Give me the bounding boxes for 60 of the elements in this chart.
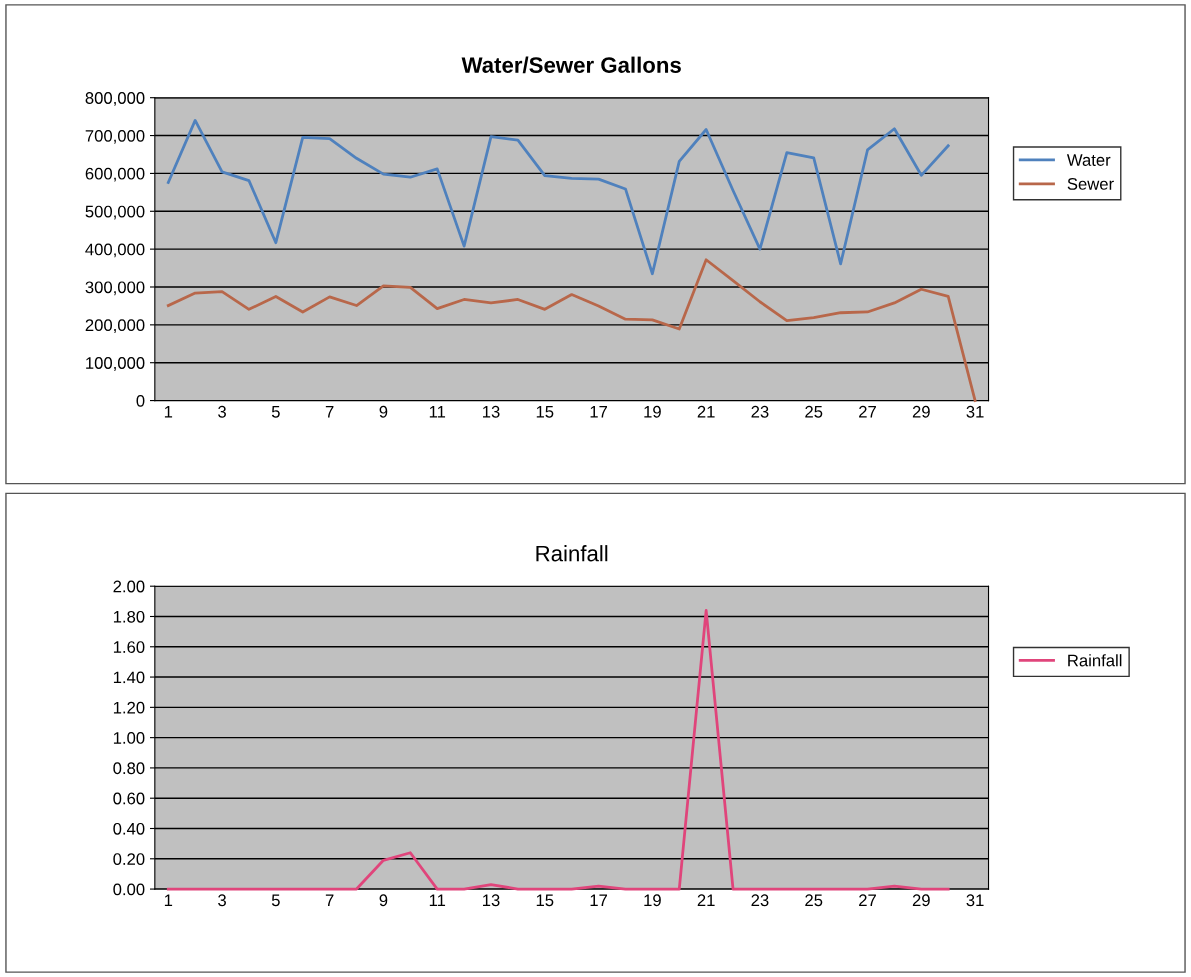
x-tick-label: 3 (218, 894, 226, 907)
y-tick-label: 0.20 (113, 853, 145, 865)
y-tick-label: 0.80 (113, 762, 145, 775)
x-tick-label: 29 (912, 405, 930, 418)
x-tick-label: 11 (429, 406, 446, 418)
legend-label: Sewer (1067, 178, 1114, 190)
x-tick-label: 27 (859, 405, 876, 418)
x-tick-label: 17 (590, 894, 608, 907)
x-tick-label: 27 (859, 894, 876, 907)
x-tick-label: 13 (483, 405, 500, 418)
y-tick-label: 1.60 (113, 641, 145, 653)
y-tick-label: 200,000 (85, 319, 145, 334)
x-tick-label: 3 (218, 405, 226, 418)
y-tick-label: 300,000 (85, 281, 145, 296)
x-tick-label: 9 (379, 894, 388, 907)
x-tick-label: 1 (164, 894, 173, 907)
x-tick-label: 7 (325, 894, 334, 907)
y-tick-label: 700,000 (85, 129, 145, 144)
x-tick-label: 25 (805, 405, 823, 418)
x-tick-label: 31 (966, 894, 984, 907)
chart-title: Water/Sewer Gallons (461, 56, 681, 74)
x-tick-label: 5 (271, 894, 280, 907)
line-series (166, 258, 977, 402)
y-tick-label: 1.00 (113, 732, 145, 744)
y-tick-label: 400,000 (85, 243, 145, 258)
y-tick-label: 1.80 (113, 610, 145, 623)
x-tick-label: 15 (536, 406, 554, 418)
y-tick-label: 0.00 (113, 883, 145, 896)
x-tick-label: 13 (483, 894, 500, 907)
y-tick-label: 1.40 (113, 671, 145, 684)
y-tick-label: 0.40 (113, 822, 145, 835)
x-tick-label: 1 (164, 406, 173, 418)
chart-title: Rainfall (536, 545, 608, 562)
x-tick-label: 21 (697, 894, 715, 907)
y-tick-label: 800,000 (85, 92, 145, 106)
x-tick-label: 25 (805, 894, 823, 907)
x-tick-label: 23 (751, 405, 769, 418)
legend-label: Rainfall (1068, 654, 1122, 667)
x-tick-label: 23 (751, 894, 769, 907)
x-tick-label: 15 (536, 894, 554, 907)
y-tick-label: 100,000 (86, 357, 145, 371)
x-tick-label: 11 (429, 894, 446, 907)
x-tick-label: 21 (697, 405, 715, 418)
x-tick-label: 29 (912, 894, 930, 907)
y-tick-label: 600,000 (85, 167, 145, 182)
legend-label: Water (1066, 154, 1111, 166)
line-series (166, 119, 950, 276)
y-tick-label: 0 (136, 394, 145, 407)
x-tick-label: 17 (590, 406, 608, 418)
x-tick-label: 5 (271, 406, 280, 418)
x-tick-label: 31 (966, 405, 984, 418)
y-tick-label: 500,000 (85, 205, 145, 220)
y-tick-label: 1.20 (113, 701, 145, 714)
y-tick-label: 0.60 (113, 792, 145, 805)
line-series (166, 609, 950, 891)
x-tick-label: 7 (325, 406, 334, 418)
x-tick-label: 19 (644, 894, 661, 907)
y-tick-label: 2.00 (113, 580, 145, 593)
x-tick-label: 19 (644, 405, 661, 418)
x-tick-label: 9 (379, 405, 388, 418)
